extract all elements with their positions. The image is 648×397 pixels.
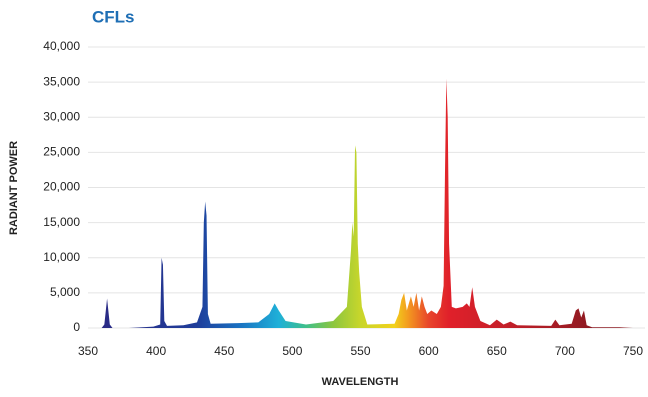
x-tick-label: 400 <box>146 344 166 358</box>
y-tick-label: 40,000 <box>43 39 80 53</box>
y-tick-label: 20,000 <box>43 180 80 194</box>
y-tick-label: 25,000 <box>43 145 80 159</box>
y-tick-label: 30,000 <box>43 109 80 123</box>
x-tick-label: 350 <box>78 344 98 358</box>
x-axis-label: WAVELENGTH <box>322 376 399 388</box>
x-tick-label: 450 <box>214 344 234 358</box>
y-axis-label: RADIANT POWER <box>8 141 20 235</box>
x-tick-label: 650 <box>487 344 507 358</box>
y-tick-label: 15,000 <box>43 215 80 229</box>
chart-title: CFLs <box>92 7 135 26</box>
y-tick-label: 5,000 <box>50 285 80 299</box>
y-tick-label: 35,000 <box>43 74 80 88</box>
x-tick-label: 500 <box>282 344 302 358</box>
x-tick-label: 550 <box>350 344 370 358</box>
y-tick-label: 10,000 <box>43 250 80 264</box>
y-tick-label: 0 <box>73 320 80 334</box>
spectrum-area <box>88 78 633 328</box>
x-tick-label: 600 <box>419 344 439 358</box>
x-tick-label: 700 <box>555 344 575 358</box>
x-tick-label: 750 <box>623 344 643 358</box>
